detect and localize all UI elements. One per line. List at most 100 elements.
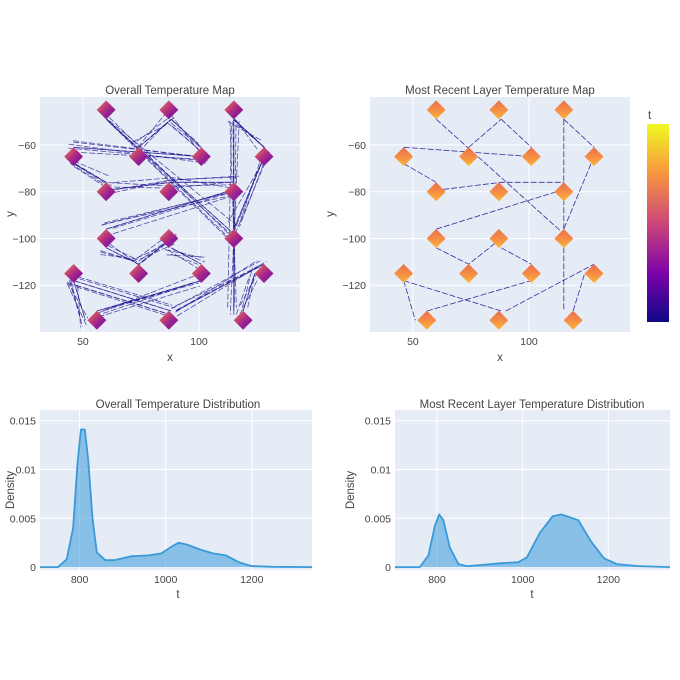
toolpath-segment (103, 280, 201, 314)
temperature-diamond (254, 264, 274, 284)
temperature-diamond (489, 100, 509, 120)
x-tick-label: 50 (77, 336, 89, 348)
toolpath-segment (242, 273, 256, 312)
toolpath-segment (105, 118, 235, 235)
toolpath-segment (234, 154, 269, 236)
temperature-diamond (159, 228, 179, 248)
toolpath-segment (501, 247, 532, 265)
y-tick-label: 0 (30, 562, 36, 574)
x-tick-label: 50 (407, 336, 419, 348)
chart-title: Overall Temperature Distribution (96, 399, 261, 411)
toolpath-segment (73, 160, 111, 177)
y-axis-label: Density (5, 471, 17, 510)
temperature-diamond (417, 310, 437, 330)
temperature-diamond (96, 182, 116, 202)
temperature-diamond (87, 310, 107, 330)
y-tick-label: 0.005 (365, 513, 391, 525)
toolpath-segment (104, 190, 239, 224)
toolpath-segment (435, 118, 565, 235)
toolpath-segment (100, 232, 178, 263)
temperature-diamond (584, 147, 604, 167)
toolpath-segment (69, 280, 84, 328)
temperature-diamond (489, 182, 509, 202)
density-line (40, 428, 313, 568)
temperature-diamond (554, 228, 574, 248)
y-tick-label: 0.01 (371, 465, 392, 477)
overall-temperature-distribution: 800 1000 1200 0 0.005 0.01 0.015 (10, 410, 313, 586)
temperature-diamond (521, 147, 541, 167)
temperature-diamond (426, 228, 446, 248)
y-tick-label: −80 (18, 187, 36, 199)
toolpath-segment (176, 265, 259, 311)
toolpath-segment (572, 273, 586, 312)
toolpath-segment (403, 146, 532, 157)
temperature-diamond (233, 310, 253, 330)
toolpath-segment (176, 260, 267, 317)
temperature-diamond (459, 264, 479, 284)
y-tick-label: −120 (12, 280, 36, 292)
toolpath-segment (100, 243, 177, 260)
temperature-diamond (584, 264, 604, 284)
toolpath-segment (105, 194, 236, 237)
toolpath-segment (233, 156, 265, 230)
toolpath (403, 118, 595, 321)
toolpath-segment (70, 279, 81, 318)
temperature-diamond (554, 182, 574, 202)
overall-temperature-map: 50 100 −60 −80 −100 −120 (12, 97, 300, 348)
temperature-diamond (224, 100, 244, 120)
toolpath-segment (113, 177, 234, 189)
y-tick-label: 0 (385, 562, 391, 574)
toolpath-segment (68, 284, 171, 318)
toolpath-segment (112, 190, 237, 229)
x-axis-label: x (167, 352, 173, 364)
toolpath-segment (231, 160, 264, 236)
temperature-diamond (96, 100, 116, 120)
colorbar: t (647, 110, 669, 322)
toolpath-segment (403, 280, 416, 321)
temperature-diamond (394, 147, 414, 167)
toolpath-segment (100, 241, 171, 260)
toolpath-segment (69, 162, 108, 187)
toolpath-segment (505, 263, 595, 312)
toolpath-segment (98, 285, 201, 318)
toolpath-segment (73, 166, 105, 187)
x-tick-label: 100 (190, 336, 208, 348)
toolpath-segment (175, 263, 265, 312)
toolpath-segment (443, 181, 564, 190)
toolpath-segment (170, 118, 202, 148)
toolpath-segment (171, 247, 202, 265)
x-tick-label: 1200 (597, 574, 621, 586)
temperature-diamond (489, 310, 509, 330)
toolpath-segment (78, 276, 173, 306)
toolpath-segment (227, 125, 232, 308)
y-tick-label: −120 (342, 280, 366, 292)
toolpath-segment (75, 285, 174, 316)
temperature-diamond (489, 228, 509, 248)
toolpath-segment (426, 280, 532, 312)
toolpath-segment (100, 231, 173, 262)
temperature-diamond (521, 264, 541, 284)
y-tick-label: −100 (342, 233, 366, 245)
y-tick-label: 0.015 (10, 416, 36, 428)
toolpath-segment (79, 278, 176, 309)
toolpath-segment (138, 118, 172, 148)
temperature-diamond (459, 147, 479, 167)
toolpath-segment (436, 189, 564, 230)
toolpath-segment (106, 189, 234, 230)
toolpath-segment (170, 113, 201, 154)
toolpath-segment (171, 260, 261, 310)
toolpath-segment (235, 275, 250, 315)
x-tick-label: 1000 (511, 574, 535, 586)
x-tick-label: 800 (71, 574, 89, 586)
y-axis-label: y (325, 211, 337, 217)
toolpath-segment (227, 120, 263, 141)
toolpath-segment (403, 163, 437, 183)
y-axis-label: y (5, 211, 17, 217)
y-tick-label: 0.005 (10, 513, 36, 525)
x-axis-label: x (497, 352, 503, 364)
colorbar-scale (647, 124, 669, 322)
temperature-diamond (159, 182, 179, 202)
temperature-diamond (254, 147, 274, 167)
toolpath-segment (107, 120, 229, 240)
